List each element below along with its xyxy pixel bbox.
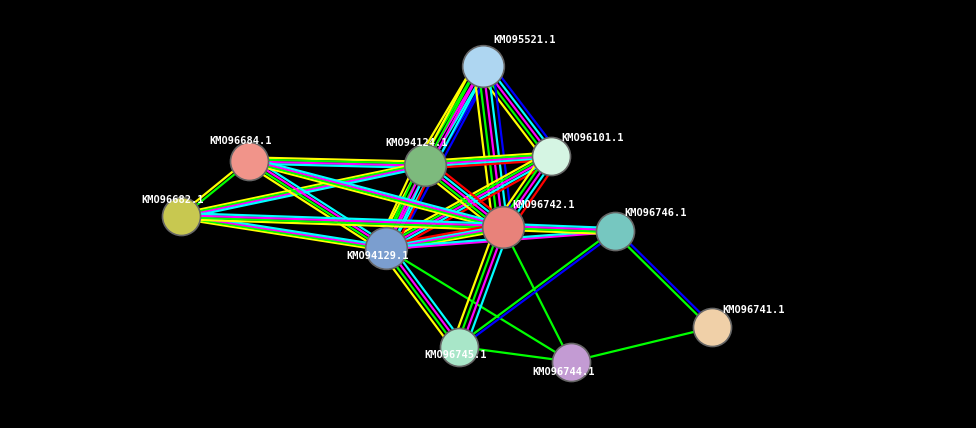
- Point: [241, 157, 257, 164]
- Text: KMO96744.1: KMO96744.1: [532, 367, 594, 377]
- Text: KMO96101.1: KMO96101.1: [561, 134, 624, 143]
- Point: [495, 223, 510, 230]
- Point: [544, 153, 559, 160]
- Point: [417, 161, 432, 168]
- Point: [475, 63, 491, 70]
- Point: [705, 324, 720, 331]
- Text: KMO96746.1: KMO96746.1: [625, 208, 687, 218]
- Text: KMO94129.1: KMO94129.1: [346, 251, 409, 261]
- Text: KMO95521.1: KMO95521.1: [493, 35, 555, 45]
- Text: KMO94124.1: KMO94124.1: [386, 138, 448, 148]
- Point: [173, 213, 188, 220]
- Point: [563, 358, 579, 365]
- Text: KMO96745.1: KMO96745.1: [425, 350, 487, 360]
- Text: KMO96742.1: KMO96742.1: [512, 200, 575, 210]
- Point: [607, 228, 623, 235]
- Text: KMO96684.1: KMO96684.1: [210, 136, 272, 146]
- Text: KMO96741.1: KMO96741.1: [722, 305, 785, 315]
- Point: [378, 245, 393, 252]
- Text: KMO96682.1: KMO96682.1: [142, 196, 204, 205]
- Point: [451, 343, 467, 350]
